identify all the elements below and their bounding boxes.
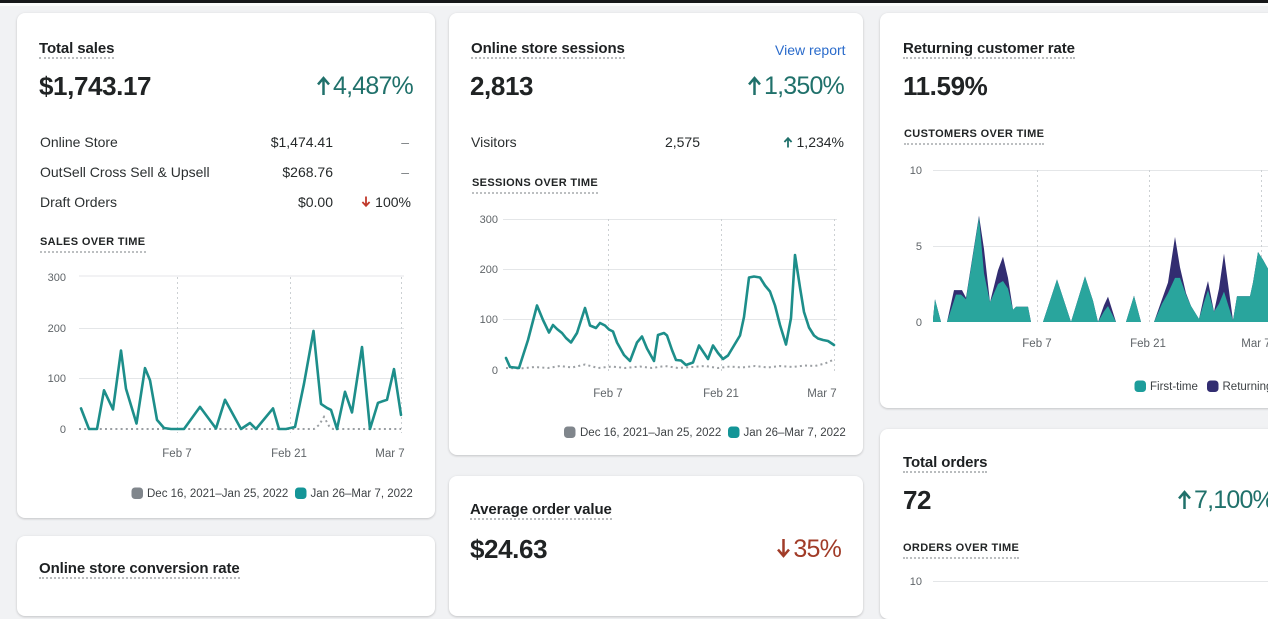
svg-text:0: 0 [492,365,498,377]
svg-text:100: 100 [48,373,66,385]
svg-text:Dec 16, 2021–Jan 25, 2022: Dec 16, 2021–Jan 25, 2022 [147,488,288,500]
svg-text:Dec 16, 2021–Jan 25, 2022: Dec 16, 2021–Jan 25, 2022 [580,427,721,439]
svg-text:Mar 7: Mar 7 [375,448,404,460]
svg-text:Feb 7: Feb 7 [593,388,622,400]
svg-text:Feb 21: Feb 21 [1130,338,1166,350]
svg-text:Returning: Returning [1223,381,1268,393]
svg-text:200: 200 [480,264,498,276]
svg-text:10: 10 [910,576,922,587]
svg-text:0: 0 [60,424,66,436]
svg-text:Feb 7: Feb 7 [1022,338,1051,350]
svg-text:5: 5 [916,241,922,253]
svg-text:Mar 7: Mar 7 [807,388,836,400]
svg-text:10: 10 [910,165,922,177]
svg-text:Feb 21: Feb 21 [271,448,307,460]
svg-text:300: 300 [48,272,66,284]
svg-text:0: 0 [916,317,922,329]
svg-text:First-time: First-time [1150,381,1198,393]
svg-text:Jan 26–Mar 7, 2022: Jan 26–Mar 7, 2022 [311,488,413,500]
svg-text:200: 200 [48,323,66,335]
svg-text:Feb 21: Feb 21 [703,388,739,400]
svg-text:Jan 26–Mar 7, 2022: Jan 26–Mar 7, 2022 [744,427,846,439]
svg-text:300: 300 [480,214,498,226]
svg-text:Mar 7: Mar 7 [1241,338,1268,350]
svg-text:Feb 7: Feb 7 [162,448,191,460]
svg-text:100: 100 [480,314,498,326]
